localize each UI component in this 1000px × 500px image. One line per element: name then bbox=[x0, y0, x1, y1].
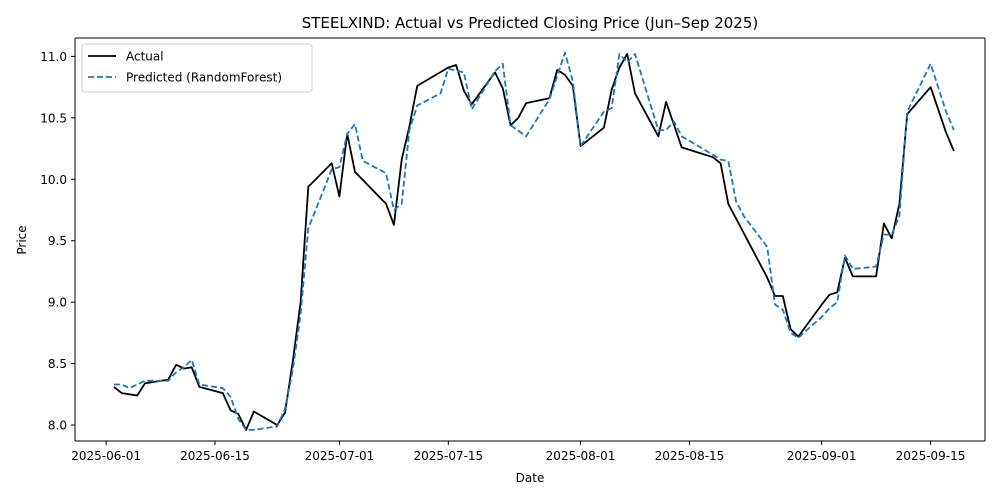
x-axis-label: Date bbox=[516, 471, 545, 485]
y-tick-label: 9.0 bbox=[48, 296, 67, 310]
series-line-predicted bbox=[113, 51, 955, 431]
y-tick-label: 8.5 bbox=[48, 357, 67, 371]
x-tick-label: 2025-09-01 bbox=[787, 449, 857, 463]
y-tick-label: 10.0 bbox=[40, 173, 67, 187]
legend: Actual Predicted (RandomForest) bbox=[81, 43, 313, 93]
y-tick-label: 10.5 bbox=[40, 111, 67, 125]
y-tick-label: 9.5 bbox=[48, 234, 67, 248]
x-tick-label: 2025-08-15 bbox=[655, 449, 725, 463]
x-tick-label: 2025-08-01 bbox=[546, 449, 616, 463]
plot-area bbox=[75, 38, 985, 441]
y-axis-label: Price bbox=[15, 225, 29, 254]
legend-label-actual: Actual bbox=[126, 50, 164, 64]
y-axis-ticks: 8.0 8.5 9.0 9.5 10.0 10.5 11.0 bbox=[40, 50, 75, 433]
x-axis-ticks: 2025-06-01 2025-06-15 2025-07-01 2025-07-15… bbox=[71, 441, 965, 463]
y-tick-label: 11.0 bbox=[40, 50, 67, 64]
chart-title: STEELXIND: Actual vs Predicted Closing P… bbox=[302, 14, 759, 32]
x-tick-label: 2025-09-15 bbox=[896, 449, 966, 463]
x-tick-label: 2025-07-15 bbox=[413, 449, 483, 463]
x-tick-label: 2025-06-01 bbox=[71, 449, 141, 463]
axes-frame bbox=[74, 37, 986, 442]
legend-label-predicted: Predicted (RandomForest) bbox=[126, 71, 282, 85]
series-layer bbox=[113, 51, 955, 431]
x-tick-label: 2025-07-01 bbox=[305, 449, 375, 463]
x-tick-label: 2025-06-15 bbox=[180, 449, 250, 463]
y-tick-label: 8.0 bbox=[48, 419, 67, 433]
legend-box bbox=[81, 43, 313, 93]
